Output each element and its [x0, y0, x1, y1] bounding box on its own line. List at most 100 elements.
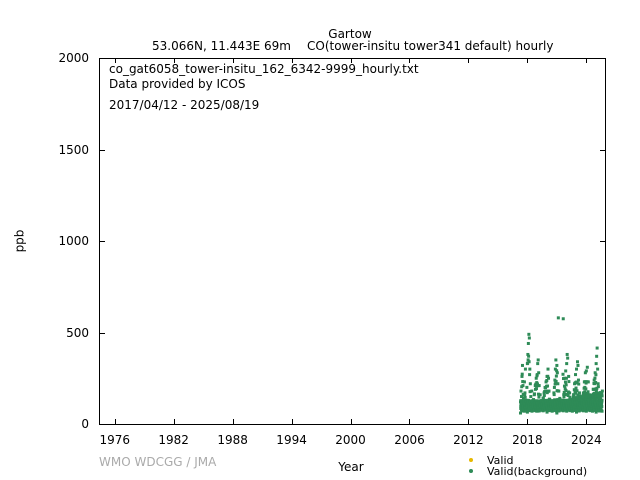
data-point	[568, 391, 572, 395]
data-point	[546, 384, 550, 388]
data-point	[525, 410, 529, 414]
data-point	[584, 387, 588, 391]
data-point	[523, 394, 527, 398]
watermark: WMO WDCGG / JMA	[99, 455, 217, 469]
data-point	[543, 408, 547, 412]
data-point	[537, 384, 541, 388]
data-point	[565, 362, 569, 366]
data-point	[583, 371, 587, 375]
data-point	[567, 374, 571, 378]
x-tick-label: 2012	[453, 433, 484, 447]
data-point	[548, 409, 552, 413]
data-point	[553, 367, 557, 371]
legend-label-valid-background: Valid(background)	[487, 465, 588, 478]
data-point	[600, 400, 604, 404]
data-point	[578, 394, 582, 398]
legend-label-valid: Valid	[487, 454, 514, 467]
data-point	[596, 367, 600, 371]
data-point	[555, 411, 559, 415]
data-point	[593, 371, 597, 375]
data-point	[577, 391, 581, 395]
data-point	[547, 389, 551, 393]
data-point	[590, 409, 594, 413]
data-point	[520, 374, 524, 378]
data-point	[566, 394, 570, 398]
data-point	[519, 395, 523, 399]
data-point	[583, 385, 587, 389]
legend-marker-valid	[469, 458, 473, 462]
x-ticks	[115, 58, 587, 424]
data-point	[523, 367, 527, 371]
data-point	[554, 358, 558, 362]
y-tick-label: 1000	[58, 234, 89, 248]
data-point	[528, 390, 532, 394]
data-point	[595, 346, 599, 350]
data-point	[520, 363, 524, 367]
data-point	[556, 382, 560, 386]
data-point	[533, 392, 537, 396]
data-point	[600, 389, 604, 393]
data-point	[519, 389, 523, 393]
data-point	[545, 378, 549, 382]
data-point	[528, 409, 532, 413]
x-tick-label: 2000	[335, 433, 366, 447]
y-tick-label: 500	[66, 325, 89, 340]
data-point	[568, 395, 572, 399]
data-point	[559, 408, 563, 412]
annotation-date-range: 2017/04/12 - 2025/08/19	[109, 98, 260, 112]
data-point	[567, 380, 571, 384]
data-point	[536, 392, 540, 396]
chart-subtitle-location: 53.066N, 11.443E 69m	[152, 39, 291, 53]
data-points	[519, 316, 604, 415]
data-point	[562, 395, 566, 399]
data-point	[577, 409, 581, 413]
data-point	[566, 356, 570, 360]
x-tick-label: 2024	[571, 433, 602, 447]
data-point	[541, 409, 545, 413]
data-point	[582, 392, 586, 396]
data-point	[592, 378, 596, 382]
data-point	[564, 369, 568, 373]
data-point	[565, 352, 569, 356]
data-point	[596, 382, 600, 386]
data-point	[555, 363, 559, 367]
data-point	[557, 389, 561, 393]
data-point	[550, 409, 554, 413]
data-point	[586, 390, 590, 394]
data-point	[522, 408, 526, 412]
data-point	[564, 389, 568, 393]
data-point	[586, 408, 590, 412]
x-tick-label: 2018	[512, 433, 543, 447]
data-point	[554, 374, 558, 378]
data-point	[594, 410, 598, 414]
data-point	[534, 376, 538, 380]
data-point	[577, 382, 581, 386]
data-point	[584, 369, 588, 373]
data-point	[588, 409, 592, 413]
data-point	[597, 397, 601, 401]
data-point	[563, 387, 567, 391]
data-point	[526, 352, 530, 356]
data-point	[537, 395, 541, 399]
data-point	[526, 408, 530, 412]
data-point	[527, 336, 531, 340]
data-point	[568, 409, 572, 413]
data-point	[539, 408, 543, 412]
plot-frame	[99, 58, 606, 425]
data-point	[562, 384, 566, 388]
data-point	[534, 382, 538, 386]
data-point	[597, 409, 601, 413]
data-point	[574, 373, 578, 377]
data-point	[528, 382, 532, 386]
y-ticks	[100, 58, 605, 425]
data-point	[594, 380, 598, 384]
data-point	[523, 395, 527, 399]
data-point	[563, 376, 567, 380]
data-point	[575, 367, 579, 371]
data-point	[530, 409, 534, 413]
x-axis-label: Year	[338, 460, 364, 474]
data-point	[575, 408, 579, 412]
annotation-provider: Data provided by ICOS	[109, 77, 246, 91]
data-point	[532, 408, 536, 412]
